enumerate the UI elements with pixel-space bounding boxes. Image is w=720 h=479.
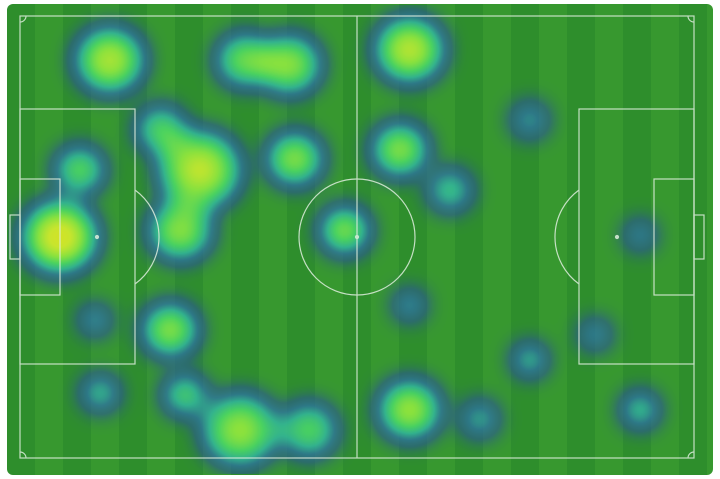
right-penalty-spot (614, 234, 620, 240)
heat-hotspot (170, 220, 191, 241)
heat-hotspot (523, 114, 536, 126)
heat-hotspot (153, 122, 170, 138)
center-spot (354, 234, 360, 240)
heat-hotspot (398, 39, 421, 61)
heat-hotspot (98, 49, 121, 71)
right-six-yard-box (653, 178, 695, 296)
left-goal (9, 214, 21, 260)
heat-hotspot (186, 157, 213, 183)
heat-hotspot (473, 413, 486, 425)
heat-hotspot (161, 321, 180, 339)
heat-hotspot (279, 55, 300, 75)
heat-hotspot (635, 230, 646, 240)
heat-hotspot (228, 418, 253, 442)
heat-hotspot (299, 421, 318, 439)
heat-hotspot (524, 354, 536, 366)
right-penalty-arc (554, 189, 580, 285)
heat-hotspot (336, 222, 353, 239)
heat-hotspot (177, 388, 193, 402)
corner-arc-br (687, 451, 695, 459)
heat-hotspot (399, 400, 420, 420)
heat-hotspot (442, 183, 458, 197)
heat-hotspot (590, 329, 601, 340)
heat-layer (19, 14, 661, 469)
corner-arc-bl (19, 451, 27, 459)
corner-arc-tr (687, 15, 695, 23)
heat-hotspot (390, 141, 410, 159)
heat-hotspot (235, 51, 254, 69)
heat-hotspot (71, 162, 88, 178)
corner-arc-tl (19, 15, 27, 23)
heat-hotspot (404, 300, 415, 311)
pitch-lines (9, 15, 705, 459)
right-goal (693, 214, 705, 260)
left-penalty-spot (94, 234, 100, 240)
left-penalty-arc (134, 189, 160, 285)
heat-hotspot (94, 387, 107, 399)
heat-hotspot (90, 315, 101, 326)
center-circle (298, 178, 416, 296)
heat-hotspot (285, 150, 304, 168)
heat-hotspot (634, 404, 647, 416)
